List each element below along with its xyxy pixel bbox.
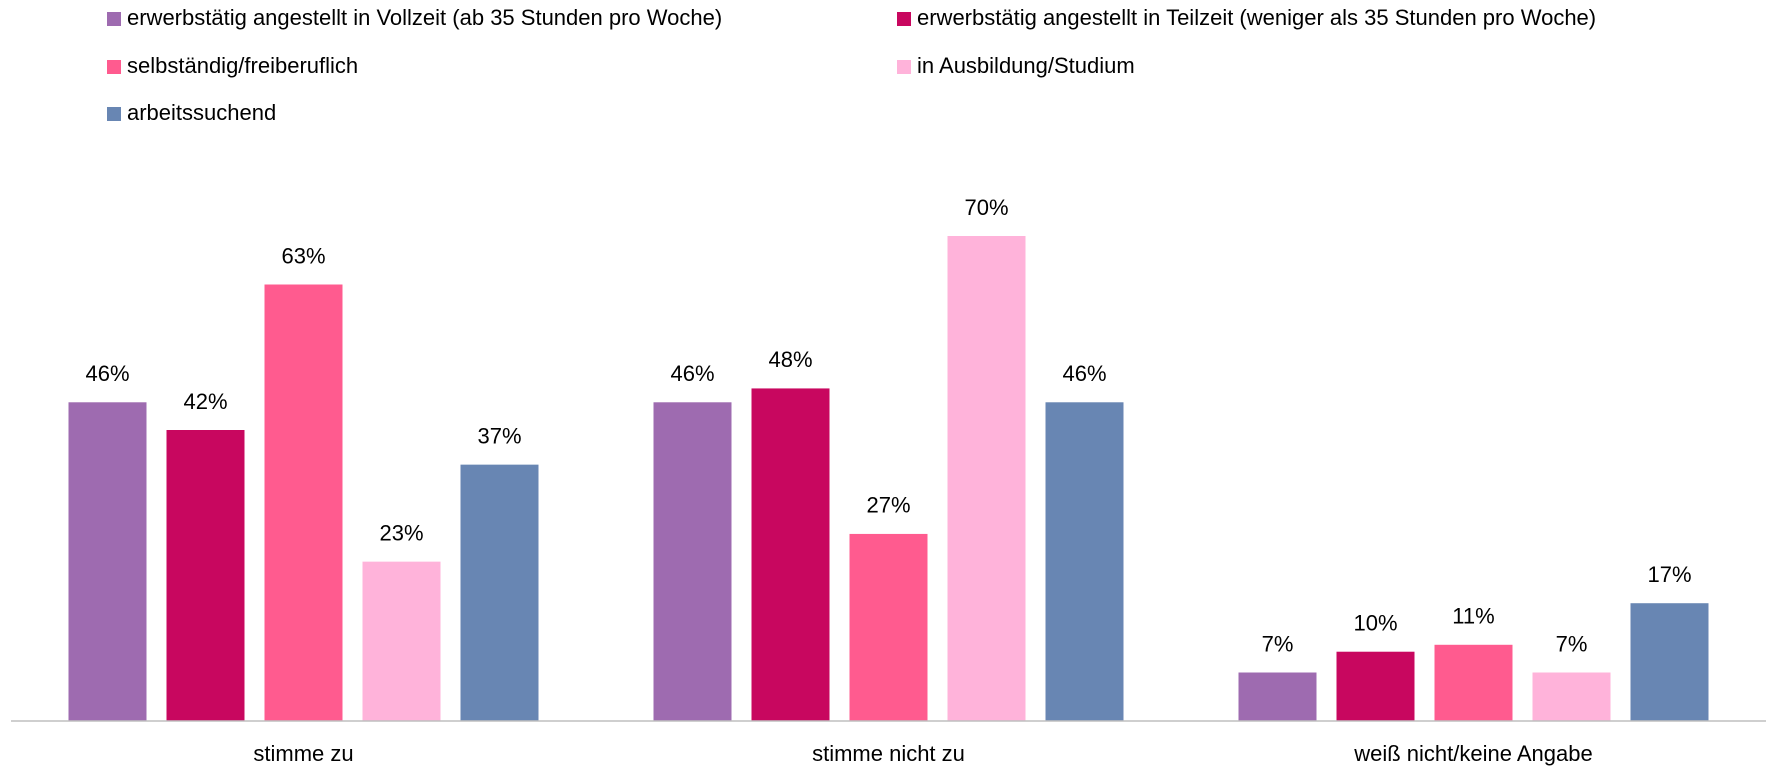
data-label: 63% <box>281 243 325 268</box>
legend-swatch <box>107 12 121 26</box>
x-tick-label: weiß nicht/keine Angabe <box>1353 741 1593 766</box>
bar <box>1532 672 1611 721</box>
bar <box>264 284 343 721</box>
data-label: 10% <box>1353 611 1397 636</box>
legend-label: in Ausbildung/Studium <box>917 53 1135 78</box>
data-label: 17% <box>1647 562 1691 587</box>
bar <box>1238 672 1317 721</box>
bar <box>166 430 245 721</box>
bar <box>947 236 1026 721</box>
bar <box>849 533 928 721</box>
data-label: 48% <box>768 347 812 372</box>
legend-label: selbständig/freiberuflich <box>127 53 358 78</box>
data-label: 46% <box>1062 361 1106 386</box>
bar <box>362 561 441 721</box>
bar <box>68 402 147 721</box>
bar <box>751 388 830 721</box>
data-label: 7% <box>1262 631 1294 656</box>
data-label: 46% <box>85 361 129 386</box>
bar <box>1045 402 1124 721</box>
data-label: 27% <box>866 493 910 518</box>
data-label: 46% <box>670 361 714 386</box>
data-label: 37% <box>477 423 521 448</box>
legend-label: arbeitssuchend <box>127 100 276 125</box>
bar <box>1630 603 1709 721</box>
legend-label: erwerbstätig angestellt in Teilzeit (wen… <box>917 5 1596 30</box>
data-label: 11% <box>1452 604 1494 629</box>
data-label: 42% <box>183 389 227 414</box>
x-tick-label: stimme zu <box>253 741 353 766</box>
legend-label: erwerbstätig angestellt in Vollzeit (ab … <box>127 5 722 30</box>
data-label: 23% <box>379 520 423 545</box>
legend-swatch <box>897 60 911 74</box>
bar <box>1336 651 1415 721</box>
legend-swatch <box>107 60 121 74</box>
bar <box>653 402 732 721</box>
data-label: 7% <box>1556 631 1588 656</box>
x-tick-label: stimme nicht zu <box>812 741 965 766</box>
legend-swatch <box>897 12 911 26</box>
bar <box>460 464 539 721</box>
data-label: 70% <box>964 195 1008 220</box>
legend-swatch <box>107 107 121 121</box>
bar <box>1434 644 1513 721</box>
